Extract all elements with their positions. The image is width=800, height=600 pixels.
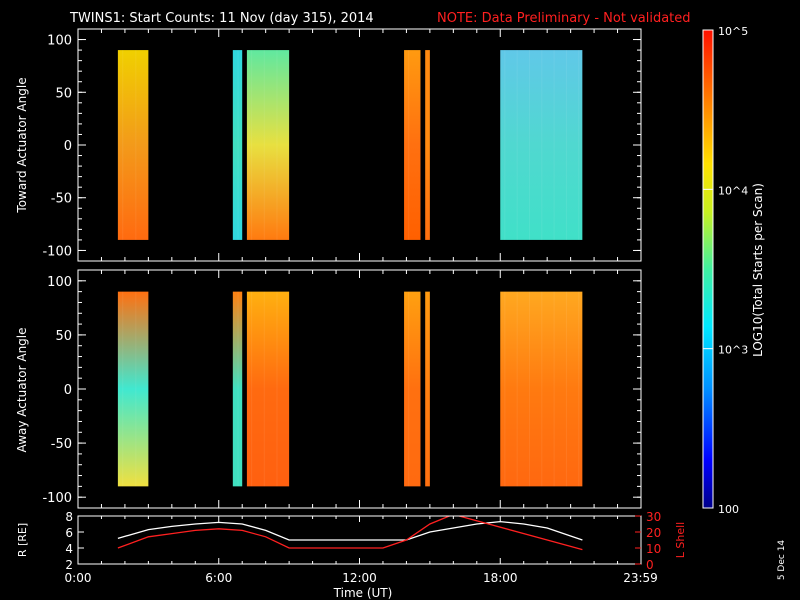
block-stripe [565,50,567,240]
block-stripe [408,50,410,240]
date-stamp: 5 Dec 14 [777,540,787,581]
y-tick-label: 50 [55,86,72,101]
colorbar-ticks: 10^5 10^4 10^3 100 [703,25,748,516]
data-block [404,50,421,240]
x-tick-label: 18:00 [483,571,518,585]
radius-line [117,520,583,541]
block-stripe [578,50,580,240]
y-right-tick-label: 10 [646,542,661,556]
away-ylabel: Away Actuator Angle [15,327,29,452]
y-right-tick-label: 20 [646,526,661,540]
block-stripe [553,50,555,240]
toward-ylabel: Toward Actuator Angle [15,77,29,213]
block-stripe [408,291,410,487]
data-block [500,291,583,487]
ephem-ylabel: R [RE] [16,523,29,557]
away-panel: 100 50 0 -50 -100 [42,269,642,509]
block-stripe [276,50,278,240]
block-stripe [135,291,137,487]
y-tick-label: -50 [51,437,72,452]
block-stripe [565,291,567,487]
y-tick-label: 8 [65,510,73,524]
colorbar-tick-label: 10^3 [718,344,748,357]
data-block [425,50,430,240]
x-tick-label: 12:00 [342,571,377,585]
colorbar-tick-label: 10^5 [718,25,748,38]
block-stripe [541,50,543,240]
y-tick-label: 0 [64,383,72,398]
data-block [246,291,290,487]
y-tick-label: -50 [51,192,72,207]
data-block [500,50,583,240]
colorbar-tick-label: 10^4 [718,184,748,197]
data-block [232,291,243,487]
block-stripe [122,291,124,487]
y-tick-label: 100 [47,34,72,49]
data-block [117,50,149,240]
data-block [232,50,243,240]
ephemeris-panel: 8 6 4 2 30 20 10 0 0:00 6:00 12:00 18:00 23:59 [65,510,662,585]
data-block [425,291,430,487]
y-tick-label: -100 [42,244,72,259]
data-block [404,291,421,487]
x-axis-label: Time (UT) [333,586,393,600]
y-tick-label: -100 [42,491,72,506]
y-tick-label: 0 [64,139,72,154]
block-stripe [504,50,506,240]
block-stripe [578,291,580,487]
x-tick-label: 0:00 [65,571,92,585]
colorbar-label: LOG10(Total Starts per Scan) [751,183,765,357]
block-stripe [276,291,278,487]
y-tick-label: 6 [65,526,73,540]
block-stripe [122,50,124,240]
colorbar-tick-label: 100 [718,503,739,516]
block-stripe [251,50,253,240]
x-tick-label: 23:59 [623,571,658,585]
block-stripe [516,291,518,487]
block-stripe [516,50,518,240]
y-tick-label: 50 [55,329,72,344]
y-tick-label: 2 [65,558,73,572]
y-tick-label: 4 [65,542,73,556]
data-block [117,291,149,487]
preliminary-note: NOTE: Data Preliminary - Not validated [437,11,691,26]
toward-panel: 100 50 0 -50 -100 [42,28,642,262]
data-block [246,50,290,240]
block-stripe [541,291,543,487]
block-stripe [251,291,253,487]
lshell-line [117,516,583,551]
y-right-tick-label: 30 [646,510,661,524]
y-tick-label: 100 [47,275,72,290]
block-stripe [504,291,506,487]
colorbar [702,29,714,509]
ephem-ylabel-right: L Shell [674,522,687,558]
y-right-tick-label: 0 [646,558,654,572]
x-tick-label: 6:00 [205,571,232,585]
block-stripe [237,291,239,487]
block-stripe [263,291,265,487]
block-stripe [553,291,555,487]
block-stripe [263,50,265,240]
block-stripe [135,50,137,240]
block-stripe [237,50,239,240]
block-stripe [528,50,530,240]
block-stripe [528,291,530,487]
chart-title: TWINS1: Start Counts: 11 Nov (day 315), … [69,11,374,26]
